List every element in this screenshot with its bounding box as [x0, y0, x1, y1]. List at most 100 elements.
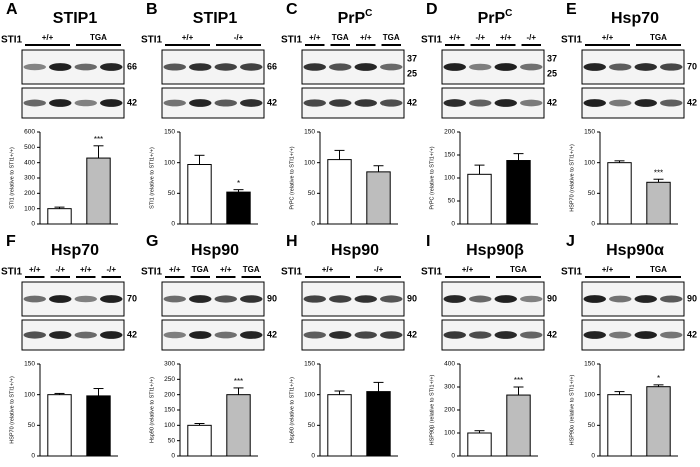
blot-band: [49, 331, 72, 339]
bar: [226, 191, 251, 225]
blot-band: [634, 331, 657, 339]
bar: [327, 394, 352, 457]
blot-band: [443, 331, 466, 339]
y-tick-label: 400: [444, 361, 455, 368]
blot-band: [240, 295, 263, 303]
y-tick-label: 150: [584, 361, 595, 368]
blot-band: [354, 63, 377, 71]
title-main: Hsp90: [331, 242, 379, 259]
genotype-label: -/+: [374, 265, 384, 274]
row-label: STI1: [1, 267, 23, 278]
blot-band: [49, 63, 72, 71]
y-tick-label: 150: [164, 407, 175, 414]
panel-letter: B: [146, 1, 158, 18]
kda-label: 37: [407, 53, 417, 63]
blot-band: [214, 63, 237, 71]
blot-band: [163, 331, 186, 339]
blot-band: [100, 295, 123, 303]
blot-band: [469, 295, 492, 303]
genotype-label: -/+: [106, 265, 116, 274]
blot-band: [634, 99, 657, 107]
genotype-label: -/+: [55, 265, 65, 274]
y-axis-label: HSP70 (relative to STI1+/+): [9, 376, 15, 444]
panel-letter: G: [146, 233, 158, 250]
genotype-label: +/+: [169, 265, 181, 274]
panel-letter: H: [286, 233, 298, 250]
y-tick-label: 50: [308, 422, 316, 429]
panel-letter: I: [426, 233, 430, 250]
y-tick-label: 150: [164, 129, 175, 136]
blot-band: [189, 331, 212, 339]
genotype-label: +/+: [449, 33, 461, 42]
blot-band: [163, 295, 186, 303]
row-label: STI1: [141, 267, 163, 278]
y-tick-label: 300: [444, 384, 455, 391]
kda-label: 25: [547, 68, 557, 78]
genotype-label: TGA: [650, 33, 667, 42]
blot-band: [520, 331, 543, 339]
blot-band: [240, 331, 263, 339]
panel-title: STIP1: [193, 10, 238, 27]
y-axis-label: STI1 (relative to STI1+/+): [9, 147, 15, 209]
panel-letter: A: [6, 1, 18, 18]
y-tick-label: 0: [171, 453, 175, 460]
bar: [646, 181, 671, 225]
y-tick-label: 150: [444, 152, 455, 159]
panel-title: Hsp90α: [606, 242, 664, 259]
kda-label: 42: [687, 329, 697, 339]
y-tick-label: 150: [304, 361, 315, 368]
blot-band: [354, 295, 377, 303]
y-tick-label: 300: [164, 361, 175, 368]
y-tick-label: 100: [24, 205, 35, 212]
bar: [506, 394, 531, 457]
blot-band: [443, 99, 466, 107]
row-label: STI1: [421, 267, 443, 278]
blot-band: [609, 99, 632, 107]
title-main: STIP1: [193, 10, 238, 27]
genotype-label: +/+: [182, 33, 194, 42]
kda-label: 42: [407, 329, 417, 339]
y-tick-label: 150: [584, 129, 595, 136]
kda-label: 42: [687, 97, 697, 107]
blot-band: [443, 63, 466, 71]
y-axis-label: PrPC (relative to STI1+/+): [289, 146, 295, 209]
blot-band: [469, 99, 492, 107]
y-tick-label: 50: [588, 190, 596, 197]
row-label: STI1: [561, 35, 583, 46]
bar: [47, 394, 72, 457]
panel-title: Hsp70: [51, 242, 99, 259]
y-tick-label: 600: [24, 129, 35, 136]
significance: ***: [514, 376, 523, 385]
blot-band: [23, 99, 46, 107]
blot-band: [303, 331, 326, 339]
bar: [467, 432, 492, 457]
blot-band: [240, 99, 263, 107]
genotype-label: +/+: [42, 33, 54, 42]
title-main: Hsp90α: [606, 242, 664, 259]
blot-band: [520, 99, 543, 107]
bar: [226, 394, 251, 457]
blot-band: [660, 99, 683, 107]
kda-label: 90: [407, 293, 417, 303]
panel-letter: E: [566, 1, 577, 18]
blot-band: [380, 295, 403, 303]
y-tick-label: 0: [311, 221, 315, 228]
panel-title: PrPC: [338, 8, 373, 28]
title-main: Hsp90β: [466, 242, 524, 259]
blot-band: [494, 295, 517, 303]
genotype-label: +/+: [360, 33, 372, 42]
blot-band: [329, 99, 352, 107]
y-tick-label: 50: [168, 190, 176, 197]
blot-band: [634, 295, 657, 303]
blot-band: [609, 63, 632, 71]
y-axis-label: HSP90α (relative to STI1+/+): [569, 374, 575, 445]
kda-label: 42: [267, 97, 277, 107]
blot-band: [303, 295, 326, 303]
y-tick-label: 50: [168, 437, 176, 444]
genotype-label: TGA: [90, 33, 107, 42]
blot-band: [189, 295, 212, 303]
kda-label: 70: [127, 293, 137, 303]
panel-letter: F: [6, 233, 16, 250]
blot-band: [163, 63, 186, 71]
blot-band: [469, 63, 492, 71]
